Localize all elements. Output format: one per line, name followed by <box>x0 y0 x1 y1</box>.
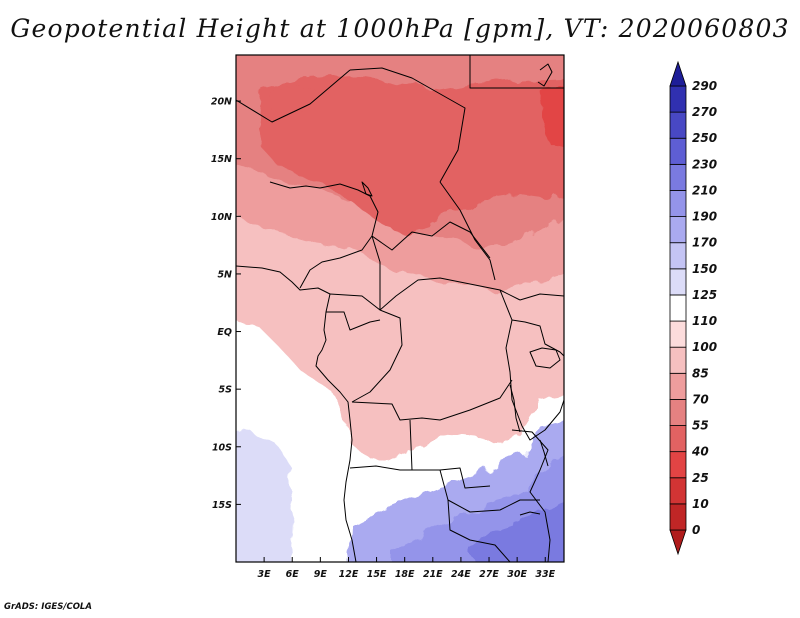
colorbar-swatch <box>669 294 687 322</box>
y-tick-label: EQ <box>217 327 232 338</box>
x-tick-label: 15E <box>367 569 387 580</box>
colorbar-swatch <box>669 163 687 191</box>
x-tick-label: 30E <box>507 569 527 580</box>
axis-ticks: 3E 6E 9E 12E 15E 18E 21E 24E 27E 30E 33E 20N 15N 10N 5… <box>211 97 556 580</box>
x-tick-label: 9E <box>314 569 328 580</box>
border-chad-car <box>371 221 491 259</box>
coastline <box>236 265 357 562</box>
page-title: Geopotential Height at 1000hPa [gpm], VT… <box>10 14 790 43</box>
colorbar-label: 125 <box>692 288 717 302</box>
border-chad-sudan <box>439 181 496 281</box>
colorbar-swatch <box>669 242 687 270</box>
colorbar-swatch <box>669 60 687 87</box>
colorbar-label: 40 <box>691 445 709 459</box>
colorbar-label: 25 <box>692 471 709 485</box>
border-angola-zambia <box>409 419 491 489</box>
colorbar-swatch <box>669 372 687 400</box>
border-congo-drc <box>351 309 403 403</box>
border-ssudan-ethiopia <box>519 293 564 301</box>
lake-malawi <box>539 439 549 467</box>
y-tick-label: 5N <box>217 269 232 280</box>
colorbar-label: 100 <box>692 340 717 354</box>
colorbar-swatch <box>669 137 687 165</box>
colorbar-swatch <box>669 346 687 374</box>
lake-victoria <box>529 347 561 369</box>
border-niger-mali <box>236 69 351 123</box>
x-tick-label: 12E <box>339 569 359 580</box>
y-tick-label: 10S <box>212 442 232 453</box>
contour-fill-layer <box>236 55 564 562</box>
x-tick-label: 21E <box>423 569 443 580</box>
x-tick-label: 6E <box>286 569 300 580</box>
colorbar-swatch <box>669 477 687 505</box>
colorbar-swatch <box>669 190 687 217</box>
border-namibia <box>349 465 412 471</box>
x-tick-label: 24E <box>451 569 471 580</box>
border-drc-angola <box>351 379 513 421</box>
colorbar-swatch <box>669 268 687 296</box>
colorbar-label: 230 <box>692 157 717 171</box>
y-tick-label: 20N <box>211 97 232 108</box>
border-nigeria <box>269 181 379 289</box>
colorbar-swatch <box>669 111 687 139</box>
colorbar-label: 290 <box>692 79 717 93</box>
colorbar-swatch <box>669 399 687 426</box>
map-frame <box>235 54 565 563</box>
colorbar-swatch <box>669 451 687 479</box>
border-mozambique <box>511 429 551 562</box>
colorbar-swatch <box>669 85 687 113</box>
colorbar-swatch <box>669 425 687 453</box>
contour-region-40-55 <box>258 75 564 232</box>
contour-region-core-north <box>268 86 318 116</box>
country-boundaries <box>236 55 564 562</box>
colorbar-label: 150 <box>692 262 717 276</box>
colorbar-swatch <box>669 503 687 531</box>
lake-kariba <box>519 511 541 516</box>
colorbar-label: 70 <box>692 392 709 406</box>
colorbar-swatch <box>669 529 687 556</box>
border-botswana <box>447 499 511 562</box>
border-kenya-uganda <box>511 319 564 357</box>
red-sea-coast <box>537 63 553 87</box>
colorbar: 0 10 25 40 55 70 85 100 110 125 150 170 190 210 230 250… <box>669 60 717 556</box>
colorbar-label: 110 <box>692 314 717 328</box>
border-gabon <box>326 311 381 331</box>
colorbar-label: 55 <box>692 419 709 433</box>
y-tick-label: 15N <box>211 154 232 165</box>
lake-chad <box>361 181 373 197</box>
lake-tanganyika <box>509 384 521 433</box>
x-tick-label: 18E <box>395 569 415 580</box>
y-tick-label: 10N <box>211 212 232 223</box>
colorbar-label: 190 <box>692 210 717 224</box>
contour-region-core-east <box>540 85 564 149</box>
border-libya-sudan <box>469 55 564 89</box>
colorbar-swatch <box>669 216 687 244</box>
contour-region-190-210 <box>470 502 564 562</box>
colorbar-label: 270 <box>692 105 717 119</box>
border-zambia-zim <box>439 469 540 513</box>
y-tick-label: 5S <box>219 385 233 396</box>
x-tick-label: 33E <box>535 569 555 580</box>
x-tick-label: 27E <box>479 569 499 580</box>
y-tick-label: 15S <box>212 500 232 511</box>
x-tick-label: 3E <box>258 569 272 580</box>
border-tanzania <box>521 399 564 441</box>
border-drc-east <box>499 289 523 427</box>
colorbar-label: 0 <box>692 523 700 537</box>
colorbar-swatch <box>669 320 687 348</box>
colorbar-label: 210 <box>692 183 717 197</box>
border-niger-chad <box>349 67 466 183</box>
contour-region-125-150 <box>236 430 292 562</box>
colorbar-label: 250 <box>692 131 717 145</box>
colorbar-label: 85 <box>692 366 709 380</box>
credit-label: GrADS: IGES/COLA <box>4 602 92 612</box>
colorbar-label: 170 <box>692 236 717 250</box>
colorbar-label: 10 <box>692 497 709 511</box>
